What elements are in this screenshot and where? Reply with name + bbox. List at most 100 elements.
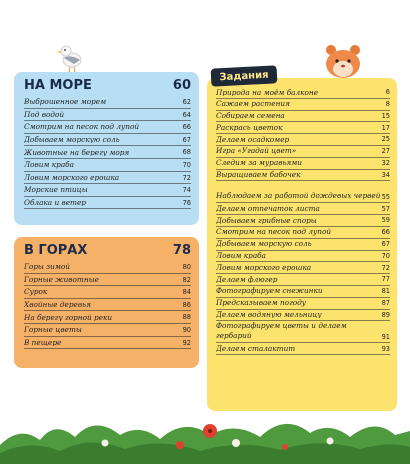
toc-entry: Хвойные деревья 86 bbox=[24, 299, 191, 312]
toc-entry-page: 57 bbox=[381, 204, 390, 213]
toc-entry-page: 55 bbox=[381, 192, 390, 201]
toc-entry: Добываем морскую соль 67 bbox=[24, 134, 191, 147]
toc-entry-page: 77 bbox=[381, 275, 390, 284]
toc-entry-label: Под водой bbox=[24, 110, 65, 119]
toc-entry-page: 89 bbox=[381, 310, 390, 319]
toc-entry-page: 76 bbox=[182, 198, 191, 207]
toc-entry: Ловим краба 70 bbox=[24, 159, 191, 172]
toc-entry-page: 27 bbox=[381, 147, 390, 156]
toc-entry-page: 59 bbox=[381, 216, 390, 225]
toc-entry-label: Горные животные bbox=[24, 275, 99, 284]
section-page: 60 bbox=[172, 78, 191, 93]
toc-entry-page: 92 bbox=[182, 338, 191, 347]
toc-entry-page: 66 bbox=[182, 123, 191, 132]
toc-entry-label: Животные на берегу моря bbox=[24, 148, 130, 156]
toc-entry: Сажаем растения 8 bbox=[216, 99, 390, 111]
toc-entry-label: Делаем осадкомер bbox=[216, 135, 290, 143]
toc-entry-page: 90 bbox=[182, 325, 191, 334]
section-header: НА МОРЕ 60 bbox=[14, 72, 199, 94]
toc-entry-page: 6 bbox=[385, 88, 390, 97]
toc-entry-page: 70 bbox=[381, 251, 390, 260]
toc-entry-label: Делаем отпечаток листа bbox=[216, 204, 320, 213]
plants-decoration bbox=[0, 423, 410, 464]
toc-entry-label: Ловим морского ерошка bbox=[216, 263, 312, 272]
tasks-title: Задания bbox=[210, 65, 278, 87]
toc-entry: Ловим морского ерошка 72 bbox=[24, 172, 191, 185]
section-header: В ГОРАХ 78 bbox=[14, 237, 199, 259]
toc-entry-label: Фотографируем снежинки bbox=[216, 287, 323, 295]
toc-entry: Собираем семена 15 bbox=[216, 111, 390, 123]
toc-entry-label: Делаем водяную мельницу bbox=[216, 311, 322, 319]
toc-entry-page: 8 bbox=[385, 100, 390, 108]
toc-entry-label: Выброшенное морем bbox=[24, 98, 107, 106]
toc-entry-label: Ловим краба bbox=[216, 252, 266, 260]
toc-entry: Сурок 84 bbox=[24, 286, 191, 299]
toc-entry: Горные цветы 90 bbox=[24, 324, 191, 337]
toc-entry: Добываем грибные споры 59 bbox=[216, 215, 390, 227]
toc-entry-label: Сурок bbox=[24, 288, 48, 296]
toc-entry-label: Хвойные деревья bbox=[24, 301, 91, 309]
toc-entry: Добываем морскую соль 67 bbox=[216, 239, 390, 251]
toc-entry: Фотографируем цветы и делаем гербарий 91 bbox=[216, 321, 390, 344]
toc-entry: Фотографируем снежинки 81 bbox=[216, 286, 390, 298]
toc-entry-page: 87 bbox=[381, 298, 390, 307]
toc-entry: В пещере 92 bbox=[24, 337, 191, 350]
toc-entry-page: 15 bbox=[381, 111, 390, 120]
toc-entry-page: 93 bbox=[381, 344, 390, 353]
toc-entry-label: Горы зимой bbox=[24, 263, 70, 271]
toc-entry: Следим за муравьями 32 bbox=[216, 158, 390, 170]
toc-entry-label: Смотрим на песок под лупой bbox=[24, 123, 140, 131]
toc-entry: Облака и ветер 76 bbox=[24, 197, 191, 210]
toc-entry-label: Сажаем растения bbox=[216, 100, 290, 108]
toc-entry-label: Наблюдаем за работой дождевых червей bbox=[216, 190, 381, 200]
toc-entry-page: 91 bbox=[381, 332, 390, 341]
toc-entry-page: 72 bbox=[381, 263, 390, 272]
toc-entry-label: Игра «Угадай цвет» bbox=[216, 147, 297, 155]
toc-entry-label: Собираем семена bbox=[216, 112, 285, 120]
toc-entry-page: 70 bbox=[182, 160, 191, 169]
toc-entry-page: 86 bbox=[182, 300, 191, 309]
section-at-sea: НА МОРЕ 60 Выброшенное морем 62 Под водой 6… bbox=[14, 72, 199, 225]
toc-entry-page: 84 bbox=[182, 288, 191, 297]
toc-entry: Игра «Угадай цвет» 27 bbox=[216, 146, 390, 158]
toc-entry-label: Морские птицы bbox=[24, 186, 88, 194]
toc-entry: Морские птицы 74 bbox=[24, 184, 191, 197]
toc-entry: Наблюдаем за работой дождевых червей 55 bbox=[216, 181, 390, 204]
toc-entry-label: Смотрим на песок под лупой bbox=[216, 228, 332, 236]
toc-entry-page: 62 bbox=[182, 98, 191, 106]
toc-entry-label: Ловим морского ерошка bbox=[24, 173, 120, 182]
toc-entry: Природа на моём балконе 6 bbox=[216, 87, 390, 99]
toc-entry: Раскрась цветок 17 bbox=[216, 122, 390, 135]
toc-entry: Делаем флюгер 77 bbox=[216, 274, 390, 286]
toc-entry: Под водой 64 bbox=[24, 109, 191, 122]
toc-entry: На берегу горной реки 88 bbox=[24, 311, 191, 324]
seagull-illustration bbox=[56, 45, 82, 74]
section-items: Горы зимой 80 Горные животные 82 Сурок 84 Хвой… bbox=[14, 259, 199, 350]
toc-entry-page: 67 bbox=[182, 135, 191, 144]
toc-entry-label: Предсказываем погоду bbox=[216, 299, 307, 307]
hamster-illustration bbox=[326, 45, 360, 78]
toc-entry-page: 88 bbox=[182, 313, 191, 322]
toc-entry-page: 80 bbox=[182, 263, 191, 271]
toc-entry-label: В пещере bbox=[24, 338, 62, 347]
toc-entry: Смотрим на песок под лупой 66 bbox=[216, 227, 390, 239]
section-title: НА МОРЕ bbox=[24, 78, 92, 93]
toc-entry-label: На берегу горной реки bbox=[24, 313, 113, 321]
toc-entry-page: 81 bbox=[381, 287, 390, 296]
toc-entry: Делаем отпечаток листа 57 bbox=[216, 203, 390, 216]
toc-entry-label: Горные цветы bbox=[24, 326, 82, 334]
toc-entry-page: 17 bbox=[381, 123, 390, 132]
toc-entry-page: 74 bbox=[182, 186, 191, 195]
toc-entry-label: Облака и ветер bbox=[24, 199, 86, 207]
toc-entry: Смотрим на песок под лупой 66 bbox=[24, 121, 191, 134]
toc-entry-label: Выращиваем бабочек bbox=[216, 171, 301, 179]
toc-entry-label: Делаем сталактит bbox=[216, 344, 296, 353]
toc-entry: Горы зимой 80 bbox=[24, 261, 191, 274]
toc-entry: Выращиваем бабочек 34 bbox=[216, 170, 390, 182]
toc-entry-label: Природа на моём балконе bbox=[216, 88, 319, 96]
toc-entry-label: Делаем флюгер bbox=[216, 275, 278, 283]
toc-entry-page: 68 bbox=[182, 148, 191, 157]
toc-entry: Выброшенное морем 62 bbox=[24, 96, 191, 109]
toc-entry-label: Раскрась цветок bbox=[216, 123, 283, 132]
section-items: Выброшенное морем 62 Под водой 64 Смотрим на… bbox=[14, 94, 199, 210]
